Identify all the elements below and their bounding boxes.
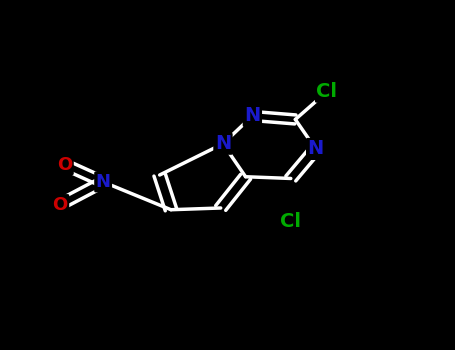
Text: Cl: Cl [317,82,338,101]
Text: Cl: Cl [280,212,301,231]
Text: O: O [53,196,68,213]
Text: N: N [215,134,231,153]
Text: N: N [308,139,324,159]
Text: N: N [244,106,261,125]
Text: N: N [96,173,111,191]
Text: O: O [57,156,72,174]
